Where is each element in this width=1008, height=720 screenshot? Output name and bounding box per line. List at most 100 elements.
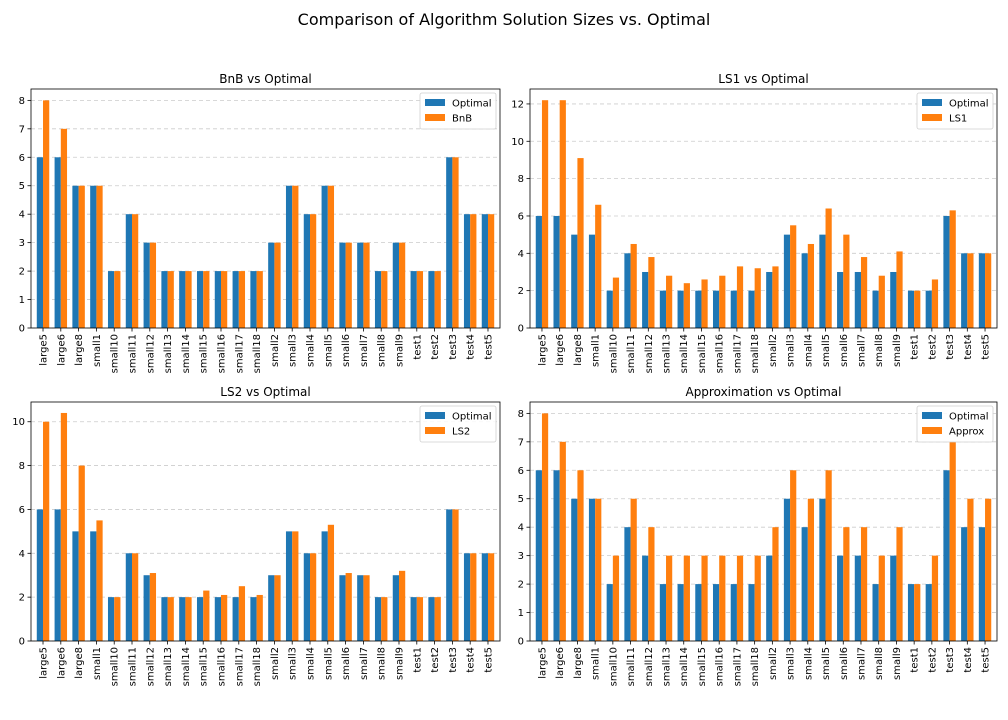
bar-ls1-small16 [719,275,726,328]
bar-optimal-small2 [268,575,275,641]
y-tick-label: 5 [19,181,25,192]
x-tick-label: small2 [270,334,281,367]
x-tick-label: small10 [110,647,121,686]
bar-ls1-small2 [772,266,779,328]
legend: Optimal Approx [916,405,994,443]
y-tick-label: 0 [19,637,25,648]
x-tick-label: small1 [591,647,602,680]
legend-label-ls2: LS2 [452,427,470,438]
x-tick-label: small5 [821,334,832,367]
x-tick-label: small1 [92,334,103,367]
bar-optimal-small7 [854,271,861,328]
bar-ls2-small1 [96,520,103,641]
bar-optimal-small11 [125,553,133,641]
legend: Optimal LS1 [916,92,994,130]
bar-optimal-test4 [463,214,471,328]
bar-optimal-test3 [943,215,950,328]
bar-bnb-small7 [363,242,370,328]
bar-ls1-small12 [648,257,655,328]
x-tick-label: large8 [74,334,85,366]
x-tick-label: small12 [644,334,655,373]
bar-optimal-large6 [54,157,61,328]
x-tick-label: test1 [910,334,921,360]
chart-panel-4: 0 1 2 3 4 5 6 7 8 large5 large6 large8 small1 small10… [518,385,998,686]
x-tick-label: small8 [874,334,885,367]
chart-panel-3: 0 2 4 6 8 10 large5 large6 large8 small1 small10 sm… [12,385,501,686]
bar-optimal-small18 [748,290,755,328]
bar-optimal-small14 [677,584,684,641]
bar-approx-large8 [577,470,584,641]
x-tick-label: small13 [163,647,174,686]
bar-optimal-small1 [588,498,596,641]
y-tick-label: 4 [518,249,524,260]
bar-approx-small12 [648,527,655,641]
x-tick-label: small17 [234,647,245,686]
bar-optimal-large6 [553,215,560,328]
bar-approx-small14 [683,555,690,641]
bar-optimal-large5 [36,157,44,328]
x-tick-label: small16 [217,647,228,686]
bar-approx-small9 [896,527,903,641]
x-tick-label: small9 [394,334,405,367]
bar-approx-large6 [559,441,566,641]
legend-swatch-optimal [922,412,942,419]
bar-bnb-large6 [60,128,68,328]
x-tick-label: small10 [608,647,619,686]
bar-bnb-small8 [381,271,388,328]
x-tick-label: small10 [608,334,619,373]
bar-approx-small18 [754,555,761,641]
bar-optimal-small9 [392,242,399,328]
bar-optimal-small18 [748,584,755,641]
bar-optimal-small16 [214,597,222,641]
bar-ls2-small9 [398,570,406,641]
bar-bnb-small3 [292,185,299,328]
x-tick-label: small11 [128,647,139,686]
bar-bnb-small18 [256,271,263,328]
bar-optimal-small1 [90,531,97,641]
bar-optimal-small13 [161,271,168,328]
x-tick-label: small1 [591,334,602,367]
bar-optimal-small17 [232,271,239,328]
bar-optimal-small11 [624,527,631,641]
bar-optimal-small18 [250,597,257,641]
bar-optimal-large5 [535,470,542,641]
bar-optimal-small15 [695,584,702,641]
legend-label-optimal: Optimal [452,412,492,423]
bar-optimal-small5 [819,234,826,328]
bar-bnb-small11 [132,214,139,328]
bar-optimal-small12 [642,555,649,641]
bar-optimal-small6 [339,575,346,641]
bar-optimal-small9 [890,555,897,641]
bar-bnb-small13 [167,271,174,328]
bar-ls2-small7 [363,575,370,641]
x-tick-label: test2 [927,647,938,673]
bar-ls1-test2 [931,279,939,328]
bar-optimal-test1 [907,584,915,641]
bar-optimal-small8 [872,290,879,328]
y-tick-label: 1 [19,295,25,306]
x-tick-label: small7 [856,334,867,367]
y-tick-label: 8 [19,461,25,472]
bar-optimal-test3 [446,157,453,328]
x-tick-label: small16 [217,334,228,373]
bar-ls1-small5 [825,208,832,328]
x-tick-label: small2 [768,647,779,680]
bar-optimal-small4 [801,527,808,641]
figure-title: Comparison of Algorithm Solution Sizes v… [297,10,711,29]
bar-optimal-small10 [107,271,115,328]
axes-frame [529,401,998,642]
bar-approx-test2 [931,555,939,641]
bar-approx-small4 [807,498,815,641]
x-tick-label: test5 [981,647,992,673]
bar-approx-small17 [736,555,744,641]
bar-ls1-test5 [985,253,992,328]
bar-ls2-test2 [434,597,441,641]
bar-approx-test4 [967,498,974,641]
y-tick-label: 8 [518,174,524,185]
bar-ls2-small5 [327,524,335,641]
bar-optimal-small8 [872,584,879,641]
bar-optimal-test5 [978,527,986,641]
bar-approx-small1 [595,498,602,641]
x-tick-label: small15 [697,334,708,373]
